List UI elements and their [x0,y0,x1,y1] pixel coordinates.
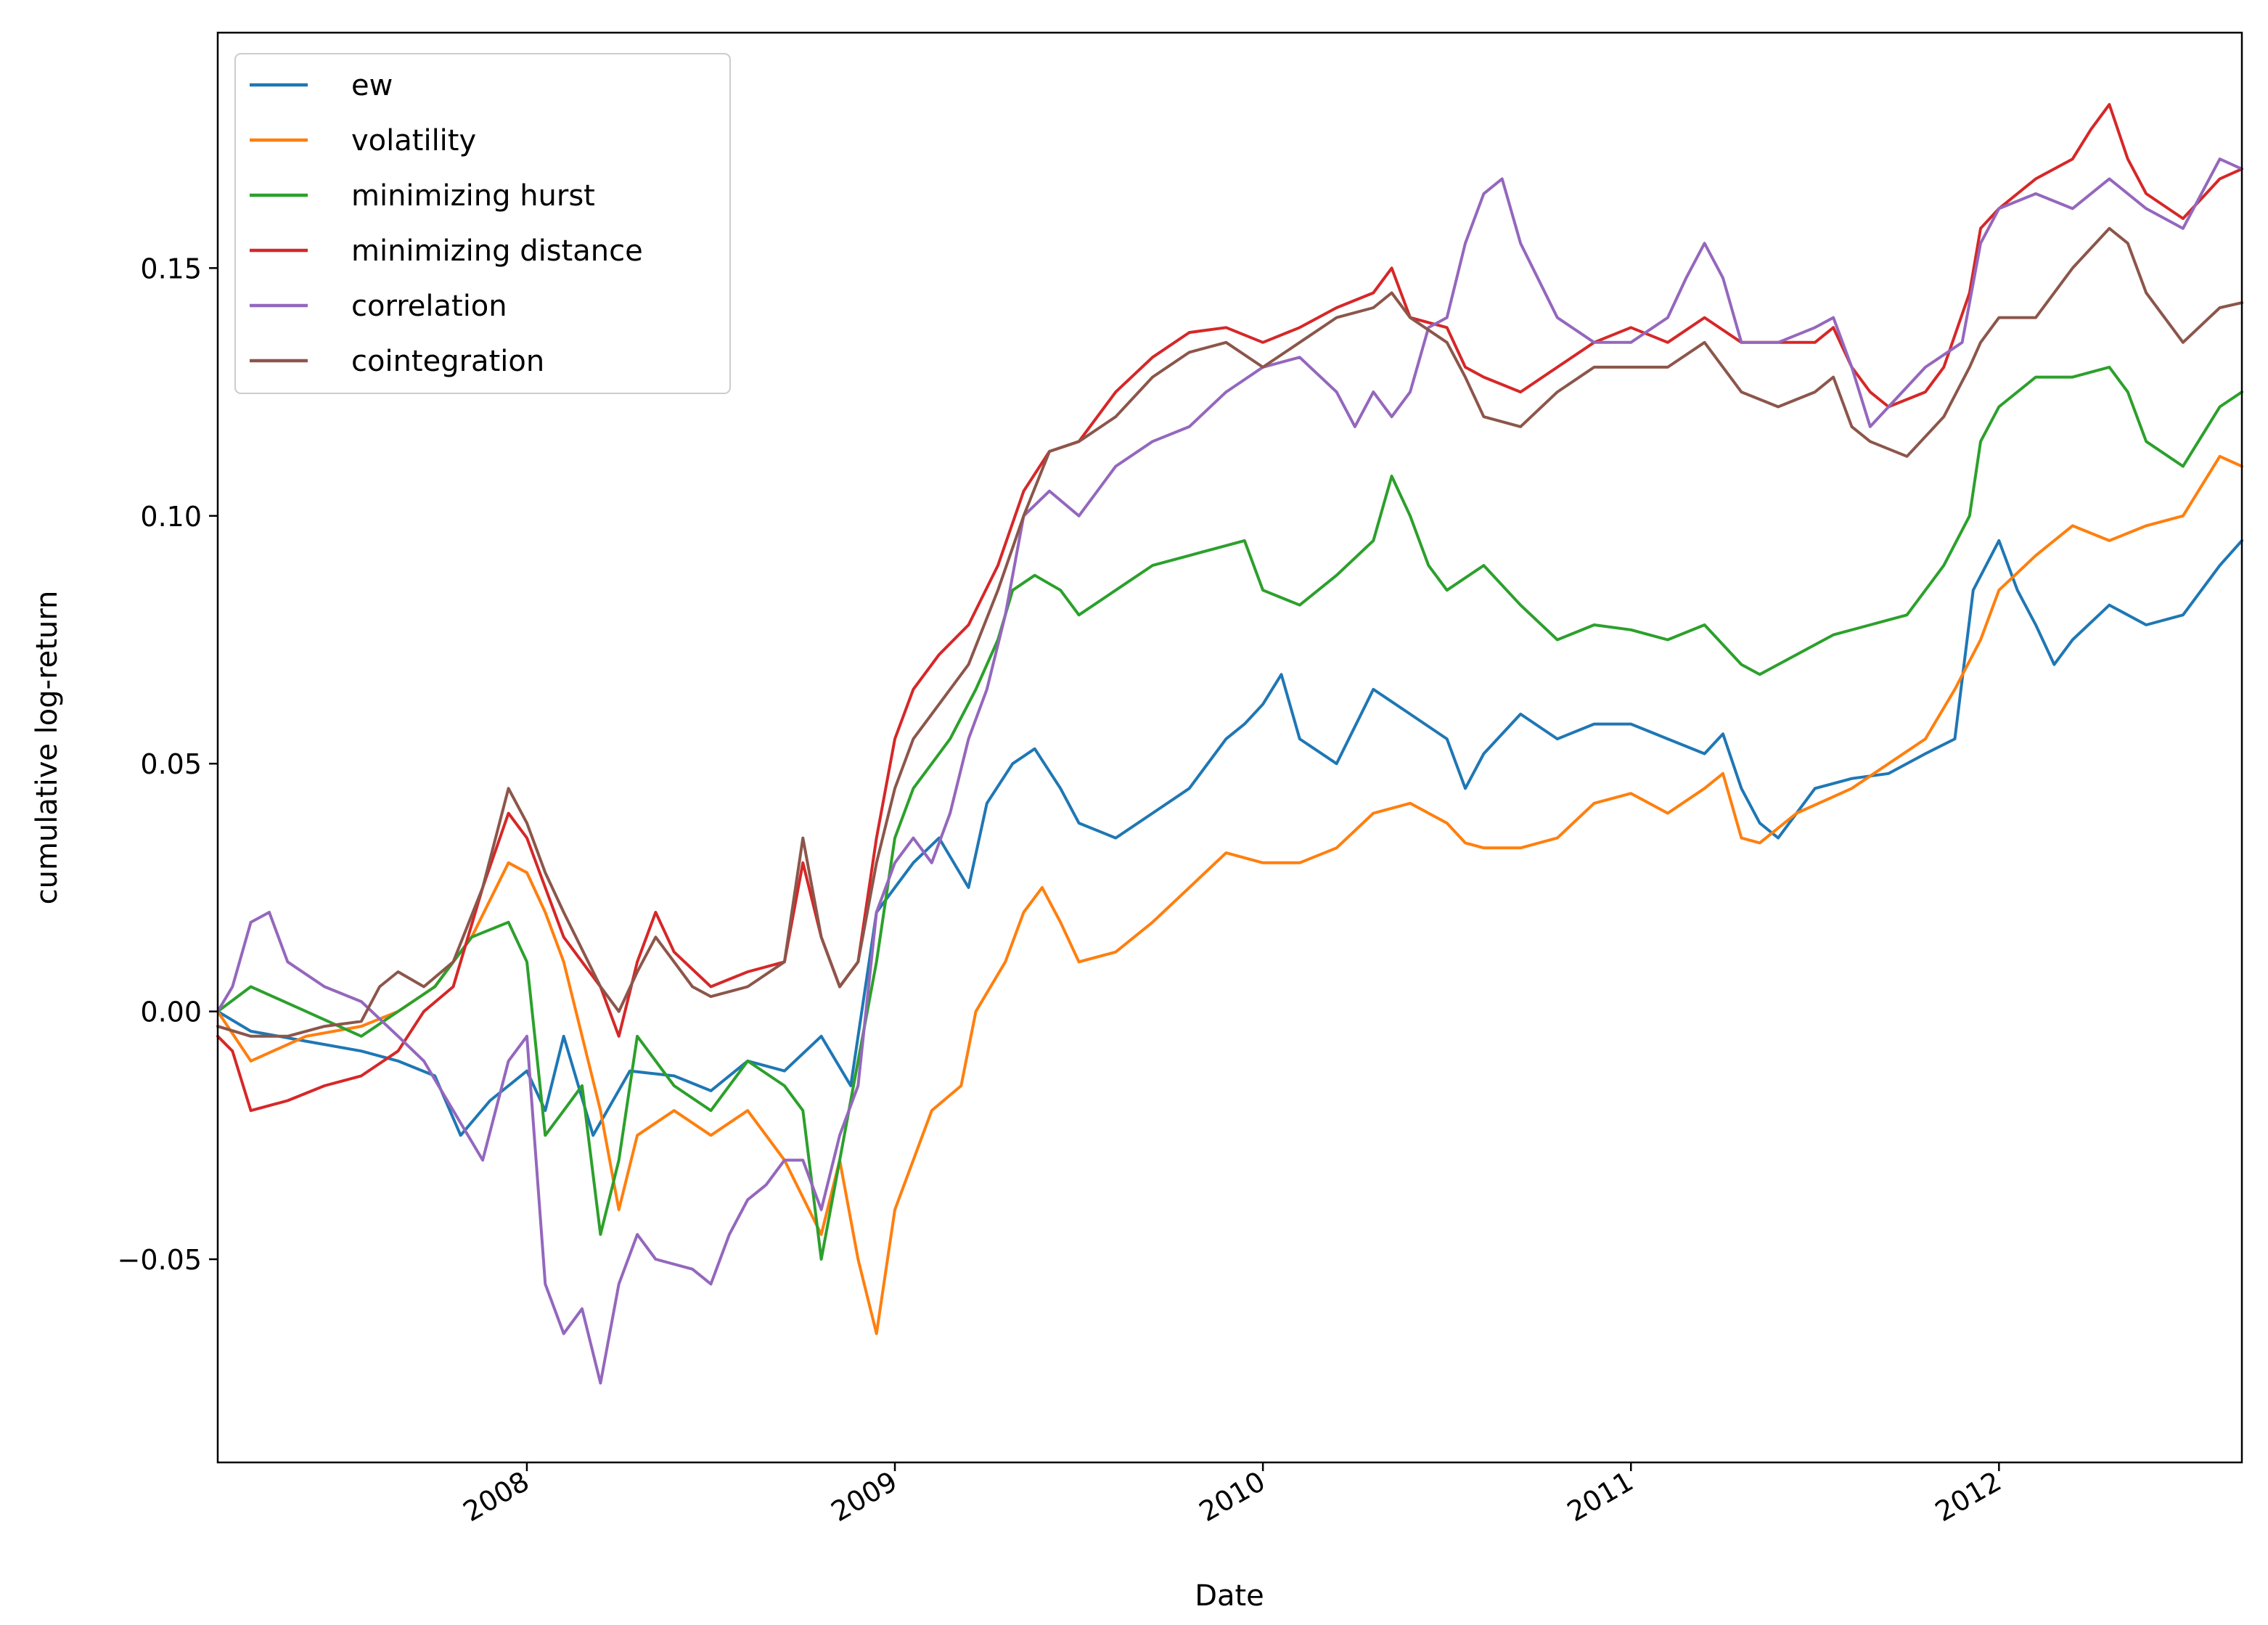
plot-frame [216,31,2243,1464]
legend-label: cointegration [351,345,544,378]
series-line-minimizing-distance [216,103,2243,1113]
series-line-minimizing-hurst [216,365,2243,1261]
legend-label: minimizing hurst [351,179,595,213]
series-layer [216,103,2243,1385]
legend-label: correlation [351,290,507,323]
y-tick-label: 0.15 [140,253,202,285]
series-line-ew [216,539,2243,1137]
legend-label: minimizing distance [351,234,643,268]
y-tick-label: 0.00 [140,996,202,1028]
series-line-cointegration [216,226,2243,1038]
x-axis-label: Date [1195,1579,1264,1613]
y-tick-label: 0.10 [140,501,202,533]
legend: ew volatility minimizing hurst minimizing d… [234,53,731,394]
series-line-volatility [216,454,2243,1335]
legend-label: volatility [351,124,476,157]
series-line-correlation [216,157,2243,1385]
y-axis-label: cumulative log-return [30,591,64,905]
y-axis: −0.05 0.00 0.05 0.10 0.15 [118,253,218,1276]
legend-label: ew [351,69,393,102]
legend-box [234,53,731,394]
y-tick-label: −0.05 [118,1244,202,1276]
y-tick-label: 0.05 [140,748,202,780]
